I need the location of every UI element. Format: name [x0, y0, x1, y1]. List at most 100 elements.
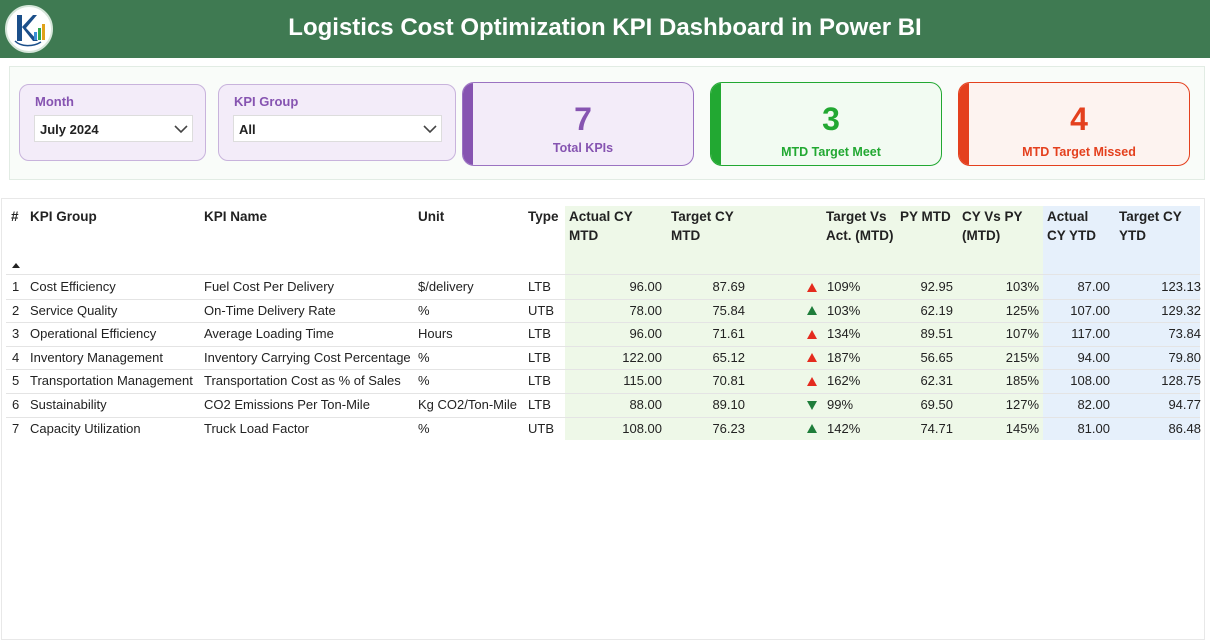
sort-ascending-icon[interactable] — [11, 262, 21, 269]
kpi-group-cell: Sustainability — [30, 397, 107, 412]
kpi-name-cell: Transportation Cost as % of Sales — [204, 373, 401, 389]
target-vs-actual-cell: 134% — [827, 326, 861, 342]
row-num-cell: 1 — [12, 279, 20, 294]
col-header-py-mtd[interactable]: PY MTD — [900, 209, 951, 224]
cy-vs-py-cell: 125% — [1005, 302, 1039, 318]
kpi-group-cell: Transportation Management — [30, 373, 193, 389]
actual-cy-ytd-cell: 107.00 — [1070, 302, 1110, 318]
target-cy-mtd-cell: 76.23 — [712, 420, 745, 436]
target-cy-mtd-cell: 71.61 — [712, 326, 745, 342]
kpi-name-cell: Average Loading Time — [204, 326, 334, 342]
col-header-num[interactable]: # — [11, 209, 19, 224]
kpi-name-cell: Fuel Cost Per Delivery — [204, 279, 335, 294]
cy-vs-py-cell: 145% — [1005, 420, 1039, 436]
row-divider — [6, 393, 1200, 394]
col-header-kpi-group[interactable]: KPI Group — [30, 209, 97, 224]
triangle-up-red-icon — [807, 329, 817, 339]
col-header-kpi-name[interactable]: KPI Name — [204, 209, 268, 224]
total-kpis-value: 7 — [574, 101, 592, 137]
cy-vs-py-cell: 127% — [1005, 397, 1039, 412]
card-accent-bar — [711, 83, 721, 165]
mtd-target-missed-label: MTD Target Missed — [1022, 145, 1136, 159]
target-cy-ytd-cell: 86.48 — [1168, 420, 1201, 436]
actual-cy-mtd-cell: 122.00 — [622, 349, 662, 365]
cy-vs-py-cell: 185% — [1005, 373, 1039, 389]
col-header-target-cy-mtd[interactable]: Target CY MTD — [671, 209, 734, 243]
row-divider — [6, 322, 1200, 324]
total-kpis-card: 7 Total KPIs — [462, 82, 694, 166]
target-cy-mtd-cell: 75.84 — [712, 302, 745, 318]
col-header-target-vs-actual[interactable]: Target Vs Act. (MTD) — [826, 209, 894, 243]
target-cy-ytd-cell: 94.77 — [1168, 397, 1201, 412]
col-header-target-cy-ytd[interactable]: Target CY YTD — [1119, 209, 1182, 243]
actual-cy-ytd-cell: 117.00 — [1071, 326, 1110, 342]
actual-cy-mtd-cell: 115.00 — [623, 373, 662, 389]
py-mtd-cell: 89.51 — [920, 326, 953, 342]
actual-cy-ytd-cell: 82.00 — [1077, 397, 1110, 412]
month-slicer-label: Month — [35, 94, 74, 109]
type-cell: UTB — [528, 420, 554, 436]
unit-cell: $/delivery — [418, 279, 474, 294]
chevron-down-icon — [174, 125, 188, 134]
actual-cy-ytd-cell: 94.00 — [1077, 349, 1110, 365]
mtd-target-missed-value: 4 — [1070, 101, 1088, 137]
target-cy-mtd-cell: 65.12 — [712, 349, 745, 365]
kpi-name-cell: Inventory Carrying Cost Percentage — [204, 349, 411, 365]
actual-cy-mtd-cell: 96.00 — [629, 279, 662, 294]
kpi-group-cell: Cost Efficiency — [30, 279, 116, 294]
card-accent-bar — [959, 83, 969, 165]
py-mtd-cell: 56.65 — [920, 349, 953, 365]
triangle-up-red-icon — [807, 282, 817, 292]
row-num-cell: 6 — [12, 397, 20, 412]
kpi-group-dropdown-value: All — [239, 122, 256, 137]
actual-cy-ytd-cell: 87.00 — [1077, 279, 1110, 294]
target-vs-actual-cell: 99% — [827, 397, 854, 412]
col-header-actual-cy-ytd[interactable]: Actual CY YTD — [1047, 209, 1097, 243]
target-vs-actual-cell: 103% — [827, 302, 861, 318]
month-dropdown[interactable]: July 2024 — [34, 115, 193, 142]
triangle-up-red-icon — [807, 376, 817, 386]
target-cy-ytd-cell: 129.32 — [1161, 302, 1201, 318]
unit-cell: % — [418, 302, 430, 318]
unit-cell: % — [418, 420, 430, 436]
triangle-down-green-icon — [807, 400, 817, 410]
actual-cy-ytd-cell: 81.00 — [1077, 420, 1110, 436]
month-slicer: Month July 2024 — [19, 84, 206, 161]
type-cell: LTB — [528, 397, 551, 412]
col-header-cy-vs-py[interactable]: CY Vs PY (MTD) — [962, 209, 1023, 243]
row-divider — [6, 345, 1200, 347]
target-cy-mtd-cell: 87.69 — [712, 279, 745, 294]
py-mtd-cell: 62.19 — [920, 302, 953, 318]
card-accent-bar — [463, 83, 473, 165]
actual-cy-mtd-cell: 88.00 — [629, 397, 662, 412]
mtd-target-meet-value: 3 — [822, 101, 840, 137]
col-header-type[interactable]: Type — [528, 209, 559, 224]
unit-cell: Kg CO2/Ton-Mile — [418, 397, 517, 412]
actual-cy-mtd-cell: 108.00 — [622, 420, 662, 436]
target-cy-ytd-cell: 128.75 — [1161, 373, 1201, 389]
kpi-group-slicer-label: KPI Group — [234, 94, 299, 109]
chevron-down-icon — [423, 125, 437, 134]
target-cy-ytd-cell: 79.80 — [1168, 349, 1201, 365]
target-cy-mtd-cell: 70.81 — [712, 373, 745, 389]
total-kpis-label: Total KPIs — [552, 141, 614, 155]
py-mtd-cell: 62.31 — [920, 373, 953, 389]
unit-cell: % — [418, 349, 430, 365]
target-cy-ytd-cell: 123.13 — [1161, 279, 1201, 294]
mtd-target-missed-card: 4 MTD Target Missed — [958, 82, 1190, 166]
col-header-unit[interactable]: Unit — [418, 209, 445, 224]
target-vs-actual-cell: 187% — [827, 349, 861, 365]
kpi-group-cell: Operational Efficiency — [30, 326, 157, 342]
target-vs-actual-cell: 162% — [827, 373, 861, 389]
col-header-actual-cy-mtd[interactable]: Actual CY MTD — [569, 209, 633, 243]
type-cell: LTB — [528, 373, 551, 389]
type-cell: LTB — [528, 326, 551, 342]
row-divider — [6, 298, 1200, 300]
title-bar: Logistics Cost Optimization KPI Dashboar… — [0, 0, 1210, 58]
py-mtd-cell: 69.50 — [920, 397, 953, 412]
row-divider — [6, 416, 1200, 418]
cy-vs-py-cell: 103% — [1005, 279, 1039, 294]
kpi-name-cell: On-Time Delivery Rate — [204, 302, 336, 318]
target-cy-mtd-cell: 89.10 — [712, 397, 745, 412]
kpi-group-dropdown[interactable]: All — [233, 115, 442, 142]
